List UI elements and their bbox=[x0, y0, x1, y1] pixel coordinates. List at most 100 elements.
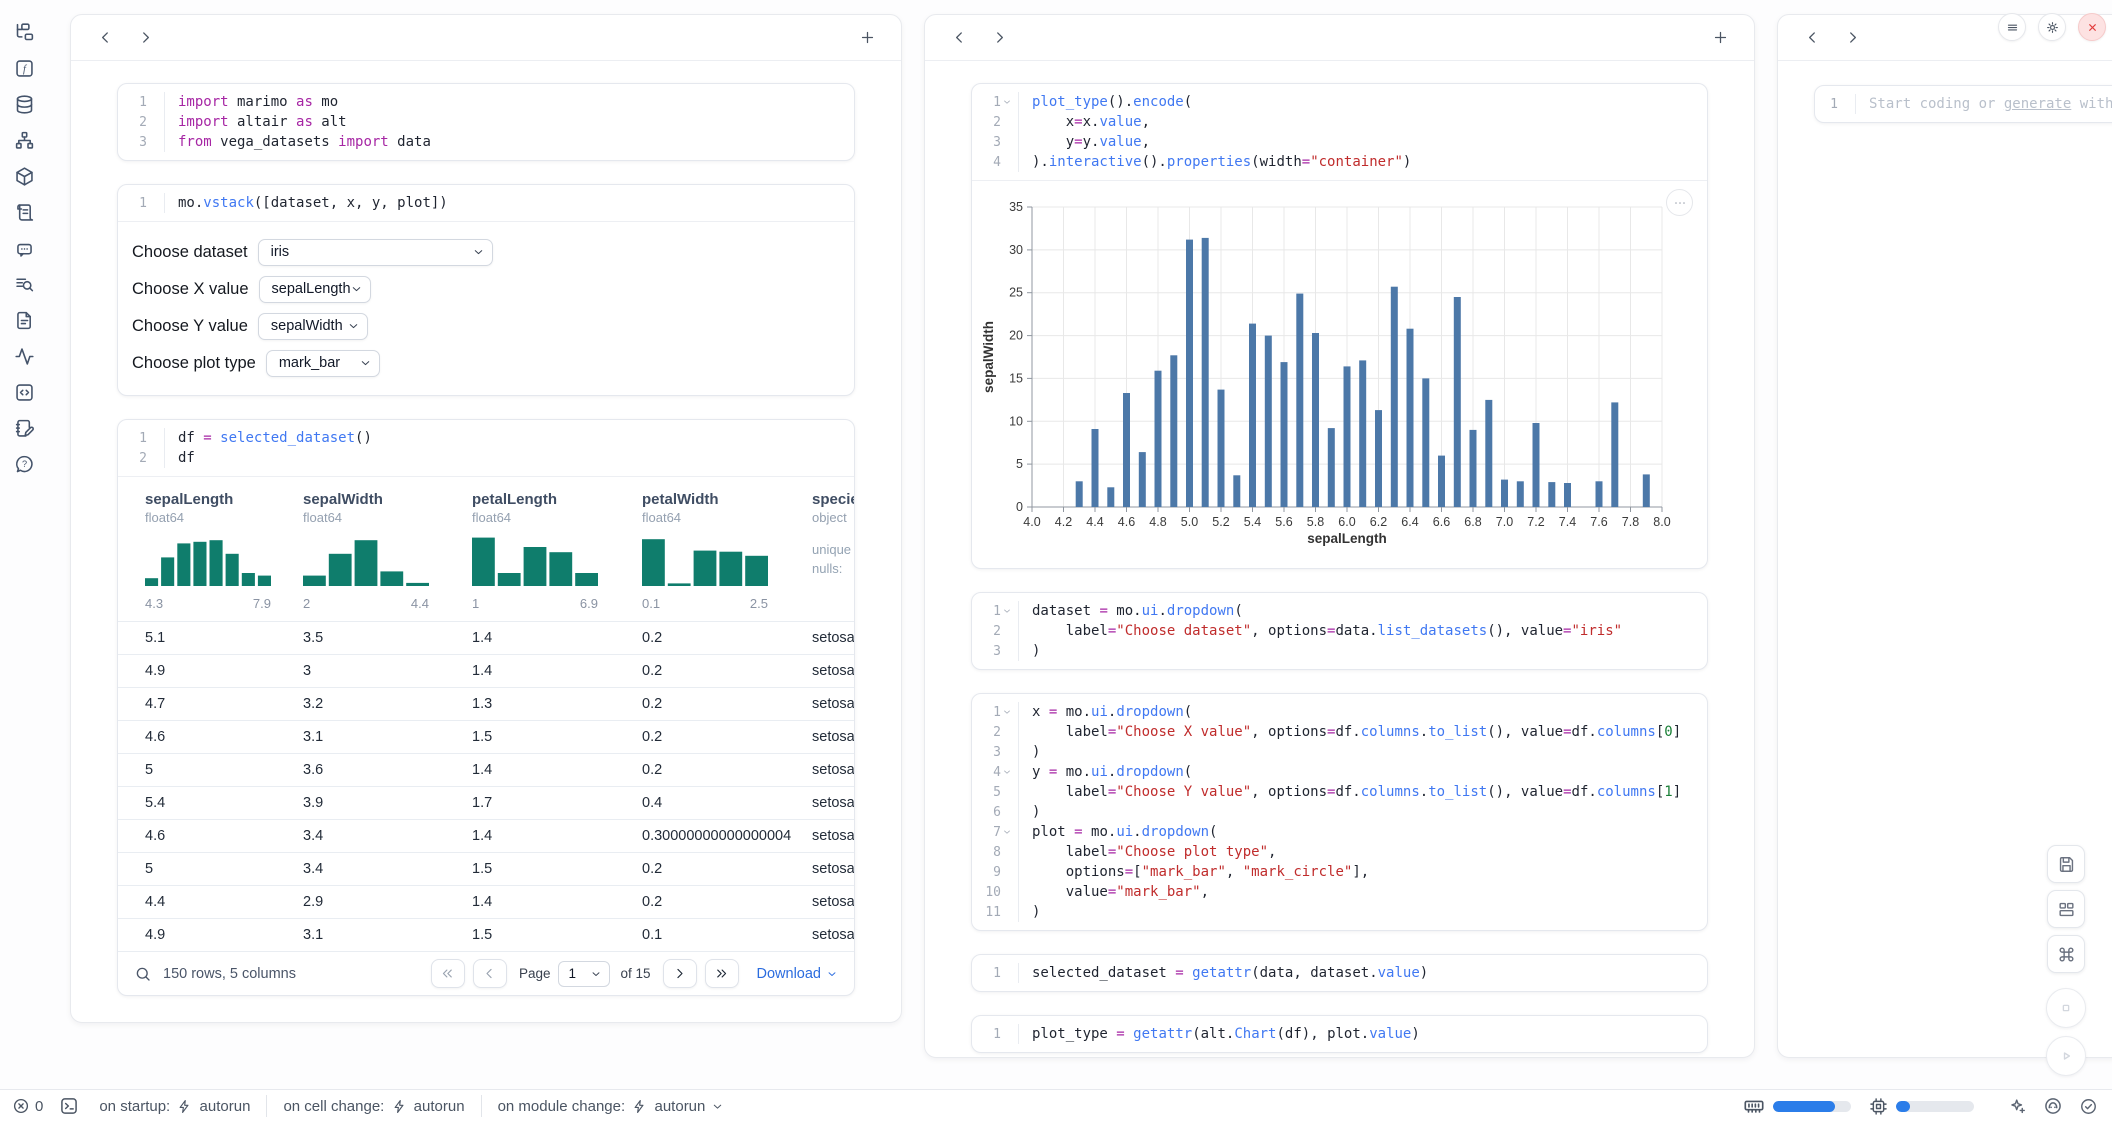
column-range: 4.37.9 bbox=[145, 596, 271, 611]
copilot-button[interactable] bbox=[2043, 1096, 2063, 1116]
table-row[interactable]: 4.63.41.40.30000000000000004setosa bbox=[118, 819, 854, 852]
sepal-bar-chart[interactable]: 4.04.24.44.64.85.05.25.45.65.86.06.26.46… bbox=[980, 197, 1707, 554]
first-page-button[interactable] bbox=[431, 959, 465, 988]
middle-cells-container: 1234plot_type().encode( x=x.value, y=y.v… bbox=[925, 61, 1754, 1096]
fold-toggle[interactable] bbox=[1002, 766, 1014, 778]
column-forward-button[interactable] bbox=[131, 24, 159, 52]
ai-features-button[interactable] bbox=[2008, 1097, 2027, 1116]
prev-page-button[interactable] bbox=[473, 959, 507, 988]
sidebar-item-variables[interactable]: f bbox=[6, 50, 42, 86]
runtime-setting-0[interactable]: on startup: autorun bbox=[99, 1098, 250, 1115]
table-row[interactable]: 4.931.40.2setosa bbox=[118, 654, 854, 687]
table-row[interactable]: 4.73.21.30.2setosa bbox=[118, 687, 854, 720]
connection-status-button[interactable] bbox=[2079, 1097, 2098, 1116]
chevron-down-icon bbox=[826, 968, 838, 980]
table-row[interactable]: 5.13.51.40.2setosa bbox=[118, 621, 854, 654]
svg-text:f: f bbox=[23, 64, 28, 75]
settings-button[interactable] bbox=[2038, 13, 2066, 41]
column-forward-button[interactable] bbox=[1838, 24, 1866, 52]
stop-kernel-button[interactable] bbox=[2046, 988, 2086, 1028]
code-line: label="Choose Y value", options=df.colum… bbox=[1032, 782, 1707, 802]
fold-toggle[interactable] bbox=[1002, 826, 1014, 838]
sidebar-item-dependencies[interactable] bbox=[6, 122, 42, 158]
chart-options-button[interactable] bbox=[1666, 189, 1693, 216]
range-max: 2.5 bbox=[750, 596, 768, 611]
code-line: import marimo as mo bbox=[178, 92, 854, 112]
table-row[interactable]: 5.43.91.70.4setosa bbox=[118, 786, 854, 819]
code-editor[interactable]: x = mo.ui.dropdown( label="Choose X valu… bbox=[1018, 702, 1707, 922]
table-cell: 0.1 bbox=[642, 927, 812, 943]
code-editor[interactable]: selected_dataset = getattr(data, dataset… bbox=[1018, 963, 1707, 983]
run-all-button[interactable] bbox=[2046, 1036, 2086, 1076]
dropdown-choose-y-value[interactable]: sepalWidth bbox=[258, 313, 368, 340]
sidebar-item-documentation[interactable] bbox=[6, 302, 42, 338]
code-editor[interactable]: df = selected_dataset()df bbox=[164, 428, 854, 468]
column-back-button[interactable] bbox=[1798, 24, 1826, 52]
runtime-setting-2[interactable]: on module change: autorun bbox=[498, 1098, 728, 1115]
sidebar-item-datasets[interactable] bbox=[6, 86, 42, 122]
dropdown-choose-plot-type[interactable]: mark_bar bbox=[266, 350, 380, 377]
runtime-setting-1[interactable]: on cell change: autorun bbox=[283, 1098, 464, 1115]
code-editor[interactable]: plot_type = getattr(alt.Chart(df), plot.… bbox=[1018, 1024, 1707, 1044]
dropdown-row: Choose datasetiris bbox=[132, 238, 854, 266]
save-button[interactable] bbox=[2047, 845, 2085, 883]
help-bubble-icon: ? bbox=[14, 454, 35, 475]
sidebar-item-chat[interactable] bbox=[6, 230, 42, 266]
empty-code-cell: 1 Start coding or generate with AI bbox=[1814, 85, 2112, 123]
table-cell: setosa bbox=[812, 795, 854, 811]
terminal-button[interactable] bbox=[59, 1096, 79, 1116]
divider bbox=[266, 1095, 267, 1117]
generate-with-ai-link[interactable]: generate bbox=[2004, 96, 2071, 112]
sparkles-icon bbox=[2008, 1097, 2027, 1116]
code-editor[interactable]: dataset = mo.ui.dropdown( label="Choose … bbox=[1018, 601, 1707, 661]
menu-button[interactable] bbox=[1998, 13, 2026, 41]
sidebar-item-logs[interactable] bbox=[6, 194, 42, 230]
table-row[interactable]: 53.61.40.2setosa bbox=[118, 753, 854, 786]
next-page-button[interactable] bbox=[663, 959, 697, 988]
page-select[interactable]: 1 bbox=[558, 961, 610, 987]
fold-toggle[interactable] bbox=[1002, 706, 1014, 718]
dropdown-choose-x-value[interactable]: sepalLength bbox=[259, 276, 371, 303]
column-forward-button[interactable] bbox=[985, 24, 1013, 52]
code-line: y = mo.ui.dropdown( bbox=[1032, 762, 1707, 782]
error-count-indicator[interactable]: 0 bbox=[12, 1097, 43, 1115]
column-name: petalWidth bbox=[642, 491, 812, 508]
table-row[interactable]: 4.93.11.50.1setosa bbox=[118, 918, 854, 951]
table-cell: 0.2 bbox=[642, 630, 812, 646]
sidebar-item-help[interactable]: ? bbox=[6, 446, 42, 482]
sidebar-item-snippets[interactable] bbox=[6, 374, 42, 410]
sidebar-item-scratchpad[interactable] bbox=[6, 410, 42, 446]
code-editor[interactable]: mo.vstack([dataset, x, y, plot]) bbox=[164, 193, 854, 213]
sidebar-item-packages[interactable] bbox=[6, 158, 42, 194]
chevron-down-icon bbox=[350, 283, 363, 296]
download-button[interactable]: Download bbox=[757, 966, 839, 982]
sidebar-item-outline[interactable] bbox=[6, 266, 42, 302]
dropdown-choose-dataset[interactable]: iris bbox=[258, 239, 493, 266]
last-page-button[interactable] bbox=[705, 959, 739, 988]
table-cell: 1.4 bbox=[472, 894, 642, 910]
sidebar-item-file-explorer[interactable] bbox=[6, 14, 42, 50]
keyboard-shortcuts-button[interactable] bbox=[2047, 935, 2085, 973]
add-cell-button[interactable] bbox=[1706, 24, 1734, 52]
fold-toggle[interactable] bbox=[1002, 605, 1014, 617]
close-app-button[interactable] bbox=[2078, 13, 2106, 41]
add-cell-button[interactable] bbox=[853, 24, 881, 52]
code-line: x=x.value, bbox=[1032, 112, 1707, 132]
table-row[interactable]: 4.63.11.50.2setosa bbox=[118, 720, 854, 753]
line-number-gutter: 1234 bbox=[972, 92, 1018, 172]
line-number: 10 bbox=[983, 885, 1001, 900]
dropdown-row: Choose plot typemark_bar bbox=[132, 349, 854, 377]
table-row[interactable]: 4.42.91.40.2setosa bbox=[118, 885, 854, 918]
table-row[interactable]: 53.41.50.2setosa bbox=[118, 852, 854, 885]
code-editor[interactable]: import marimo as moimport altair as altf… bbox=[164, 92, 854, 152]
code-editor[interactable]: Start coding or generate with AI bbox=[1855, 94, 2112, 114]
notebook-column-left: 123import marimo as moimport altair as a… bbox=[70, 14, 902, 1023]
svg-text:15: 15 bbox=[1009, 371, 1023, 385]
fold-toggle[interactable] bbox=[1002, 96, 1014, 108]
column-back-button[interactable] bbox=[945, 24, 973, 52]
layout-button[interactable] bbox=[2047, 890, 2085, 928]
code-editor[interactable]: plot_type().encode( x=x.value, y=y.value… bbox=[1018, 92, 1707, 172]
range-min: 2 bbox=[303, 596, 310, 611]
column-back-button[interactable] bbox=[91, 24, 119, 52]
sidebar-item-tracing[interactable] bbox=[6, 338, 42, 374]
